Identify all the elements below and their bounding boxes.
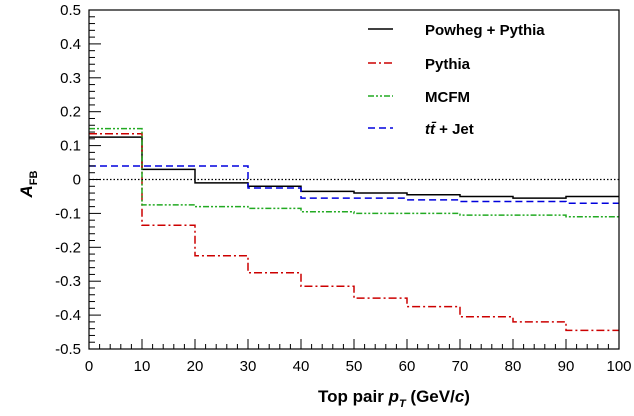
series-line-1 [89, 132, 619, 332]
series-line-3 [89, 165, 619, 204]
x-tick-label: 0 [85, 358, 93, 375]
x-axis-title-main: Top pair [318, 387, 389, 406]
x-axis-title-unit-var: c [455, 387, 465, 406]
y-tick-label: 0.1 [60, 138, 81, 155]
x-axis-title: Top pair pT (GeV/c) [318, 387, 470, 410]
legend-label-mcfm: MCFM [425, 89, 470, 106]
legend-label-ttjet-tbar: t̄ [430, 121, 437, 138]
plot-frame [88, 9, 620, 350]
legend-label-pythia: Pythia [425, 56, 471, 73]
x-tick-label: 70 [452, 358, 469, 375]
y-tick-label: 0.2 [60, 104, 81, 121]
series-line-2 [89, 127, 619, 218]
y-tick-label: -0.5 [55, 341, 81, 358]
legend-label-powheg: Powheg + Pythia [425, 22, 545, 39]
x-axis-title-sub: T [399, 398, 407, 410]
axes-layer: 0 10 20 30 40 50 60 70 80 90 100 -0.5 -0.4 -0.3 -0.2 -0… [55, 2, 631, 375]
x-axis-title-unit-open: (GeV/ [406, 387, 455, 406]
y-tick-label: 0.4 [60, 36, 81, 53]
x-tick-label: 100 [606, 358, 631, 375]
x-axis-title-var: p [388, 387, 399, 406]
y-tick-label: -0.2 [55, 239, 81, 256]
x-tick-label: 40 [293, 358, 310, 375]
legend-label-ttjet: tt̄ + Jet [425, 121, 474, 138]
series-line-0 [89, 136, 619, 199]
y-tick-label: -0.4 [55, 307, 81, 324]
y-tick-label: 0 [73, 172, 81, 189]
x-tick-label: 30 [240, 358, 257, 375]
y-tick-label: 0.5 [60, 2, 81, 19]
x-tick-label: 60 [399, 358, 416, 375]
x-axis-title-unit-close: ) [464, 387, 470, 406]
y-axis-title: AFB [17, 170, 40, 198]
x-tick-label: 90 [558, 358, 575, 375]
legend-label-ttjet-t: t [425, 121, 431, 138]
y-axis-title-main: A [17, 185, 36, 198]
x-tick-label: 50 [346, 358, 363, 375]
legend-label-ttjet-rest: + Jet [435, 121, 474, 138]
y-axis-title-sub: FB [28, 170, 40, 185]
y-tick-label: 0.3 [60, 70, 81, 87]
legend: Powheg + Pythia Pythia MCFM tt̄ + Jet [368, 22, 545, 138]
x-tick-label: 10 [134, 358, 151, 375]
x-tick-label: 80 [505, 358, 522, 375]
y-tick-label: -0.3 [55, 273, 81, 290]
series-layer [89, 127, 619, 332]
x-tick-label: 20 [187, 358, 204, 375]
y-tick-label: -0.1 [55, 205, 81, 222]
